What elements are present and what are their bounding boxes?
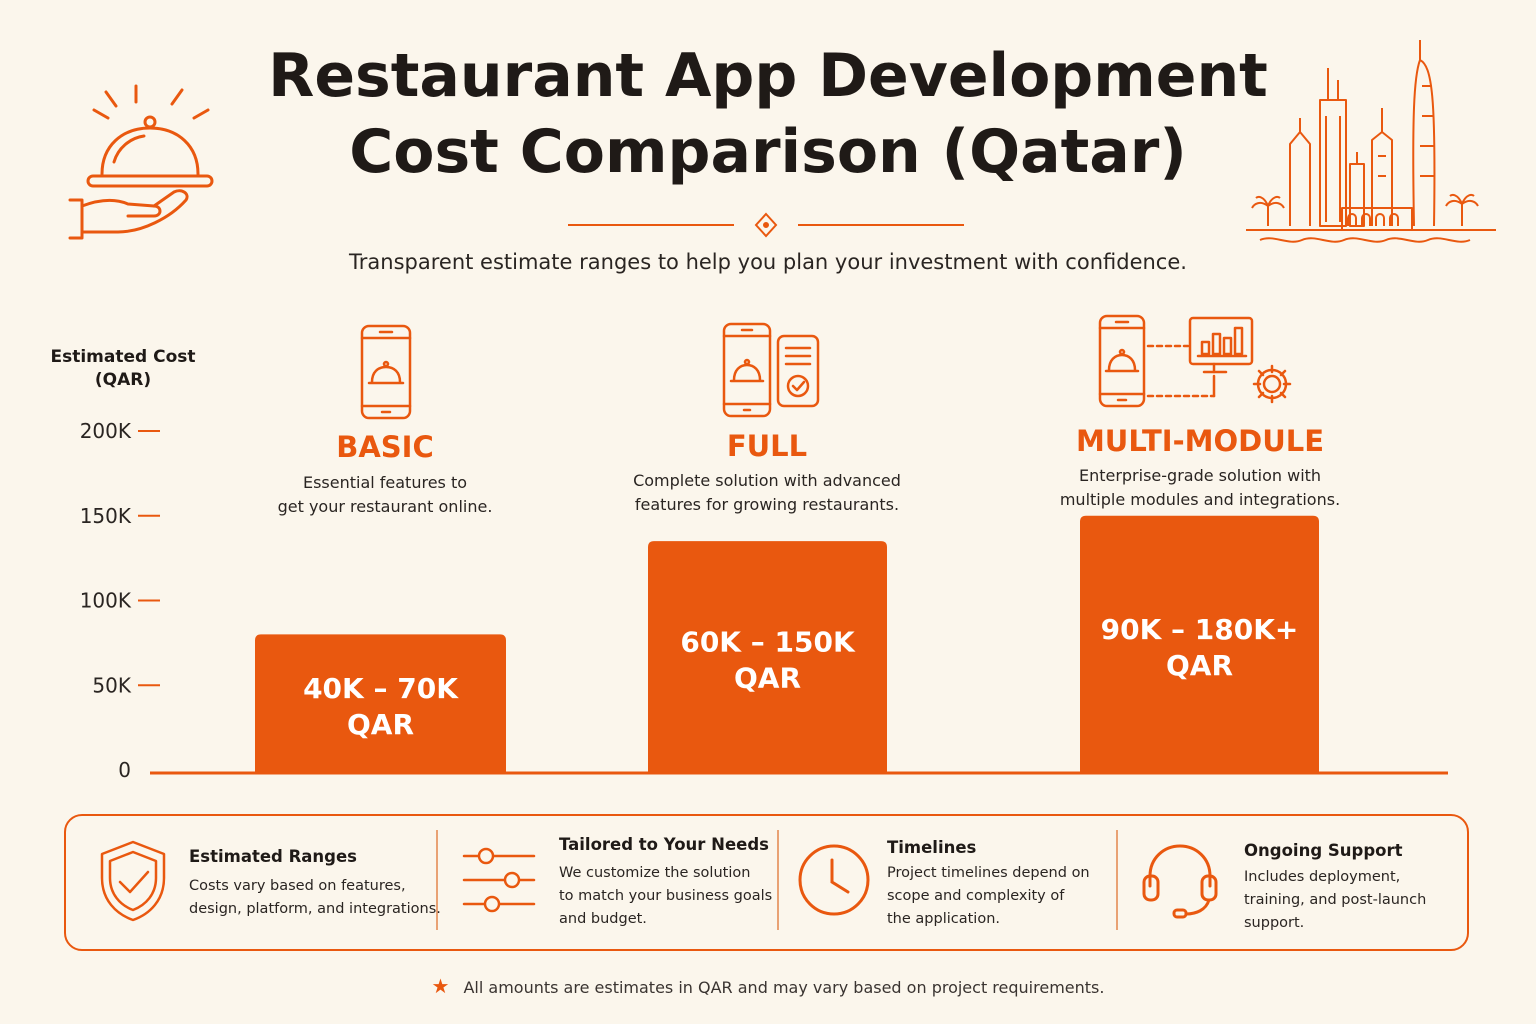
bar-multi-module [1080,515,1319,774]
phone-cloche-icon [360,324,412,420]
info-line: design, platform, and integrations. [189,901,441,917]
tier-name-full: FULL [726,429,808,463]
subtitle: Transparent estimate ranges to help you … [349,250,1187,274]
info-line: Costs vary based on features, [189,878,406,894]
y-tick-label: 100K [80,589,132,613]
footnote-text: All amounts are estimates in QAR and may… [463,978,1105,997]
clock-icon [798,844,870,916]
info-line: and budget. [559,911,647,927]
headset-icon [1142,844,1218,919]
cloche-on-hand-icon [68,84,214,240]
info-title-tailored: Tailored to Your Needs [559,835,769,854]
info-text-timelines: Project timelines depend on scope and co… [887,862,1090,931]
tier-desc-full: Complete solution with advanced features… [582,469,952,517]
info-text-estimated-ranges: Costs vary based on features, design, pl… [189,875,441,921]
tier-name-basic: BASIC [336,430,434,464]
bar-value-label: 90K – 180K+ [1101,613,1299,646]
y-axis-title-line-2: (QAR) [94,370,152,390]
tier-desc-basic-line-1: Essential features to [302,473,468,492]
phone-checklist-icon [722,322,820,418]
footnote: ★ All amounts are estimates in QAR and ma… [0,974,1536,998]
info-line: scope and complexity of [887,888,1065,904]
info-line: Includes deployment, [1244,869,1401,885]
y-tick-label: 50K [92,673,131,697]
y-tick-label: 200K [80,419,132,443]
tier-desc-basic: Essential features to get your restauran… [215,471,555,519]
tier-desc-full-line-2: features for growing restaurants. [634,495,900,514]
info-line: training, and post-launch [1244,892,1427,908]
info-title-support: Ongoing Support [1244,841,1403,860]
bar-value-label: QAR [734,662,801,695]
y-axis-title: Estimated Cost (QAR) [48,346,198,392]
star-icon: ★ [431,974,450,998]
info-panel [64,814,1469,951]
bar-basic [255,634,506,774]
info-divider [436,830,438,930]
tier-desc-full-line-1: Complete solution with advanced [633,471,901,490]
page-title: Restaurant App Development Cost Comparis… [0,38,1536,190]
bar-full [648,541,887,774]
info-text-support: Includes deployment, training, and post-… [1244,866,1426,935]
bar-value-label: QAR [1166,649,1233,682]
bar-value-label: 60K – 150K [680,626,856,659]
diamond-divider-icon [568,212,964,238]
info-text-tailored: We customize the solution to match your … [559,862,772,931]
tier-desc-multi-line-1: Enterprise-grade solution with [1078,466,1322,485]
y-tick-label: 150K [80,504,132,528]
info-divider [777,830,779,930]
phone-dashboard-gear-icon [1098,314,1292,408]
info-line: to match your business goals [559,888,773,904]
tier-desc-multi-line-2: multiple modules and integrations. [1059,490,1341,509]
shield-check-icon [100,840,166,922]
info-title-timelines: Timelines [887,838,977,857]
y-axis-title-line-1: Estimated Cost [50,347,196,367]
info-title-estimated-ranges: Estimated Ranges [189,847,358,866]
info-divider [1116,830,1118,930]
sliders-icon [462,847,536,913]
info-line: Project timelines depend on [887,865,1090,881]
title-line-1: Restaurant App Development [268,41,1268,111]
info-line: We customize the solution [559,865,751,881]
title-line-2: Cost Comparison (Qatar) [349,117,1187,187]
info-line: the application. [887,911,1000,927]
tier-desc-basic-line-2: get your restaurant online. [277,497,493,516]
info-line: support. [1244,915,1305,931]
doha-skyline-icon [1246,40,1496,243]
bar-value-label: 40K – 70K [303,672,459,705]
y-tick-label: 0 [118,758,131,782]
bar-value-label: QAR [347,708,414,741]
tier-name-multi-module: MULTI-MODULE [1075,424,1325,458]
tier-desc-multi-module: Enterprise-grade solution with multiple … [1020,464,1380,512]
